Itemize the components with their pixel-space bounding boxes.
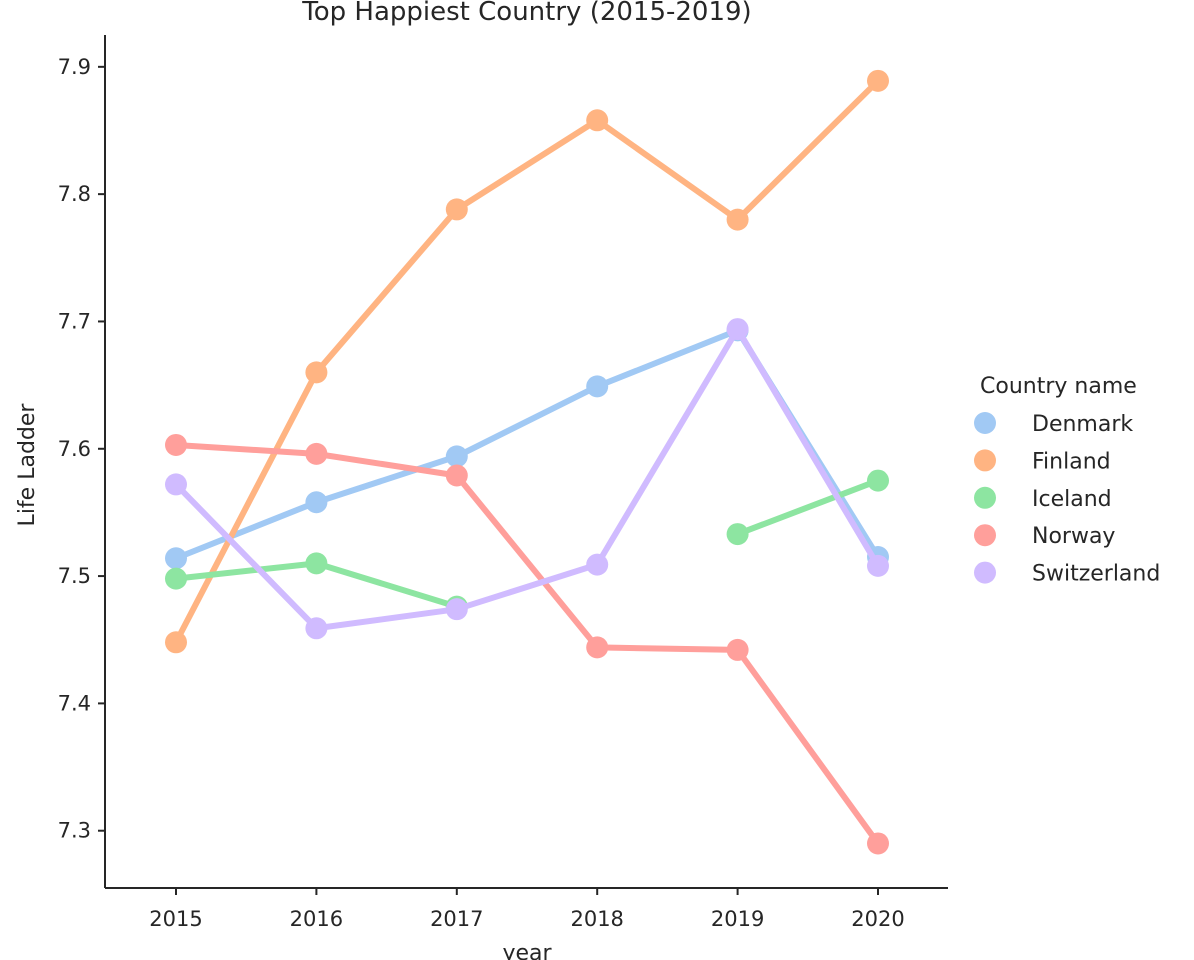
x-tick-label: 2016 <box>290 907 343 931</box>
data-point <box>867 832 889 855</box>
legend-marker <box>974 561 996 584</box>
x-axis-label: year <box>502 941 552 960</box>
series-line-segment <box>173 481 320 632</box>
data-point <box>726 523 749 546</box>
y-tick-label: 7.8 <box>58 182 91 206</box>
y-tick-label: 7.3 <box>58 819 91 843</box>
data-point <box>726 638 749 661</box>
series-line-segment <box>453 472 601 651</box>
data-point <box>305 361 328 384</box>
data-point <box>867 554 889 577</box>
data-point <box>586 109 609 132</box>
series-line-segment <box>453 561 601 613</box>
series-switzerland <box>165 318 889 640</box>
series-line-segment <box>313 560 460 610</box>
series-line-segment <box>594 117 741 223</box>
series-line-segment <box>313 453 460 506</box>
series-line-segment <box>313 606 460 632</box>
data-point <box>165 567 187 590</box>
series-finland <box>165 69 889 654</box>
legend-item-switzerland: Switzerland <box>974 561 1160 587</box>
legend-label: Iceland <box>1032 487 1112 512</box>
x-tick-label: 2018 <box>570 907 623 931</box>
y-tick-label: 7.5 <box>58 564 91 588</box>
y-axis-label: Life Ladder <box>15 403 40 527</box>
data-point <box>586 636 609 659</box>
data-point <box>445 198 468 221</box>
data-point <box>867 69 889 92</box>
data-point <box>305 617 328 640</box>
legend-label: Switzerland <box>1032 562 1160 587</box>
legend-item-iceland: Iceland <box>974 486 1112 512</box>
data-point <box>305 552 328 575</box>
series-line-segment <box>313 206 460 376</box>
x-tick-label: 2020 <box>851 907 904 931</box>
x-tick-label: 2015 <box>149 907 202 931</box>
series-line-segment <box>594 326 741 568</box>
data-point <box>445 598 468 621</box>
legend: Country name Denmark Finland Iceland Norway… <box>974 374 1160 587</box>
series-line-segment <box>173 369 320 646</box>
y-tick-label: 7.9 <box>58 55 91 79</box>
data-point <box>445 445 468 468</box>
y-tick-label: 7.4 <box>58 691 91 715</box>
data-point <box>165 631 187 654</box>
data-point <box>726 208 749 231</box>
series-line-segment <box>453 383 601 460</box>
data-point <box>586 553 609 576</box>
legend-title: Country name <box>980 374 1137 399</box>
series-iceland <box>165 469 889 618</box>
plot-area <box>165 69 889 855</box>
data-point <box>305 442 328 465</box>
data-point <box>586 375 609 398</box>
legend-label: Finland <box>1032 449 1111 474</box>
legend-marker <box>974 412 996 434</box>
x-tick-label: 2017 <box>430 907 483 931</box>
data-point <box>305 491 328 514</box>
legend-label: Norway <box>1032 524 1115 549</box>
series-line-segment <box>173 441 320 457</box>
legend-item-finland: Finland <box>974 449 1111 474</box>
data-point <box>165 473 187 496</box>
series-denmark <box>165 319 889 570</box>
y-axis-ticks: 7.3 7.4 7.5 7.6 7.7 7.8 7.9 <box>58 55 105 843</box>
chart-title: Top Happiest Country (2015-2019) <box>301 0 751 27</box>
legend-item-norway: Norway <box>974 524 1115 549</box>
y-tick-label: 7.6 <box>58 437 91 461</box>
data-point <box>165 547 187 570</box>
legend-label: Denmark <box>1032 412 1133 437</box>
y-tick-label: 7.7 <box>58 309 91 333</box>
series-line-segment <box>173 560 320 582</box>
legend-marker <box>974 486 996 509</box>
data-point <box>726 318 749 341</box>
series-line-segment <box>173 499 320 562</box>
series-line-segment <box>313 450 460 479</box>
series-line-segment <box>734 477 881 538</box>
legend-item-denmark: Denmark <box>974 412 1133 437</box>
legend-marker <box>974 524 996 547</box>
series-line-segment <box>734 77 881 223</box>
x-tick-label: 2019 <box>711 907 764 931</box>
data-point <box>165 433 187 456</box>
series-line-segment <box>453 117 601 213</box>
series-line-segment <box>734 646 881 847</box>
series-norway <box>165 433 889 855</box>
data-point <box>867 469 889 492</box>
legend-marker <box>974 449 996 472</box>
data-point <box>445 464 468 487</box>
series-line-segment <box>594 644 741 653</box>
series-line-segment <box>734 326 881 569</box>
series-line-segment <box>594 327 741 390</box>
x-axis-ticks: 2015 2016 2017 2018 2019 2020 <box>149 888 905 931</box>
